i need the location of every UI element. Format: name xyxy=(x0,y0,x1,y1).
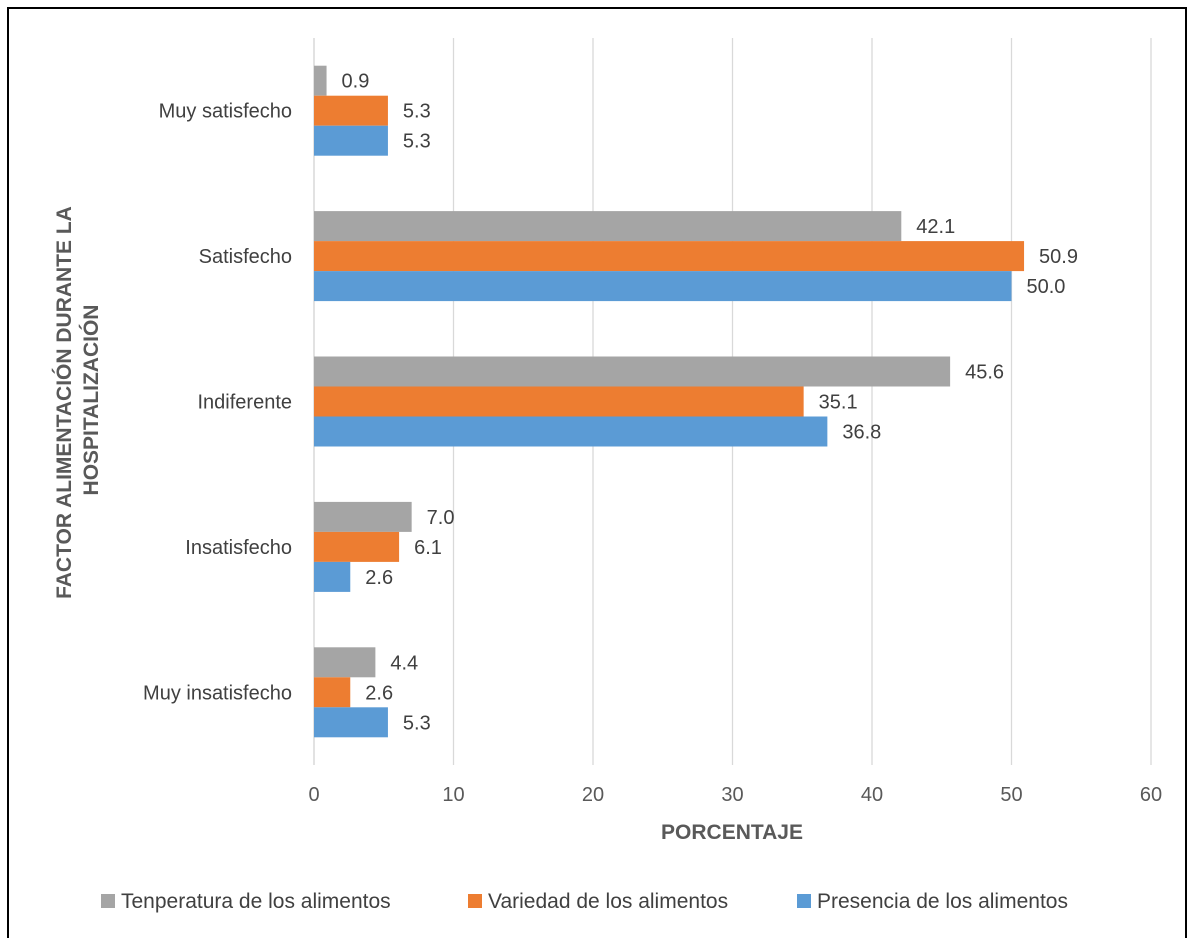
value-label: 5.3 xyxy=(403,101,431,123)
legend: Tenperatura de los alimentos Variedad de … xyxy=(101,890,1068,913)
value-label: 50.0 xyxy=(1027,276,1066,298)
legend-label: Presencia de los alimentos xyxy=(817,890,1068,913)
value-label: 5.3 xyxy=(403,131,431,153)
x-tick-label: 20 xyxy=(582,784,604,806)
value-label: 5.3 xyxy=(403,712,431,734)
category-label: Insatisfecho xyxy=(185,537,292,559)
x-tick-label: 0 xyxy=(308,784,319,806)
value-label: 0.9 xyxy=(342,71,370,93)
bar xyxy=(314,416,828,447)
x-tick-label: 30 xyxy=(721,784,743,806)
bar xyxy=(314,531,400,562)
bar xyxy=(314,561,351,592)
category-labels: Muy satisfecho Satisfecho Indiferente Insat… xyxy=(143,101,292,705)
value-label: 42.1 xyxy=(916,216,955,238)
value-label: 6.1 xyxy=(414,537,442,559)
category-label: Muy insatisfecho xyxy=(143,682,292,704)
x-tick-labels: 0 10 20 30 40 50 60 xyxy=(308,784,1162,806)
value-label: 7.0 xyxy=(427,507,455,529)
bar xyxy=(314,211,902,242)
bar xyxy=(314,707,388,738)
bar xyxy=(314,271,1012,302)
x-axis-title: PORCENTAJE xyxy=(661,821,803,844)
legend-item: Tenperatura de los alimentos xyxy=(101,890,391,913)
bar xyxy=(314,677,351,708)
value-label: 2.6 xyxy=(365,567,393,589)
bar xyxy=(314,501,412,532)
value-label: 2.6 xyxy=(365,682,393,704)
legend-item: Variedad de los alimentos xyxy=(468,890,728,913)
value-label: 36.8 xyxy=(842,422,881,444)
x-tick-label: 50 xyxy=(1000,784,1022,806)
x-tick-label: 60 xyxy=(1140,784,1162,806)
legend-label: Tenperatura de los alimentos xyxy=(121,890,391,913)
category-label: Muy satisfecho xyxy=(159,101,292,123)
value-label: 35.1 xyxy=(819,392,858,414)
bar xyxy=(314,647,376,678)
legend-swatch xyxy=(797,894,811,908)
value-label: 4.4 xyxy=(390,652,418,674)
bar xyxy=(314,65,327,96)
y-axis-title-line-1: FACTOR ALIMENTACIÓN DURANTE LA xyxy=(52,206,76,599)
bar xyxy=(314,95,388,126)
category-label: Satisfecho xyxy=(199,246,292,268)
legend-label: Variedad de los alimentos xyxy=(488,890,728,913)
bars xyxy=(314,65,1025,738)
bar xyxy=(314,356,951,387)
y-axis-title-line-2: HOSPITALIZACIÓN xyxy=(79,305,103,496)
bar xyxy=(314,241,1025,272)
bar xyxy=(314,386,804,417)
x-tick-label: 10 xyxy=(442,784,464,806)
legend-swatch xyxy=(468,894,482,908)
category-label: Indiferente xyxy=(197,392,292,414)
chart-border xyxy=(7,7,1187,943)
legend-swatch xyxy=(101,894,115,908)
value-label: 45.6 xyxy=(965,362,1004,384)
y-axis-title: FACTOR ALIMENTACIÓN DURANTE LA HOSPITALI… xyxy=(52,201,103,599)
value-labels: 0.9 5.3 5.3 42.1 50.9 50.0 45.6 35.1 36.8 7.0 6.1 2… xyxy=(342,71,1078,735)
value-label: 50.9 xyxy=(1039,246,1078,268)
x-tick-label: 40 xyxy=(861,784,883,806)
legend-item: Presencia de los alimentos xyxy=(797,890,1068,913)
bar xyxy=(314,125,388,156)
